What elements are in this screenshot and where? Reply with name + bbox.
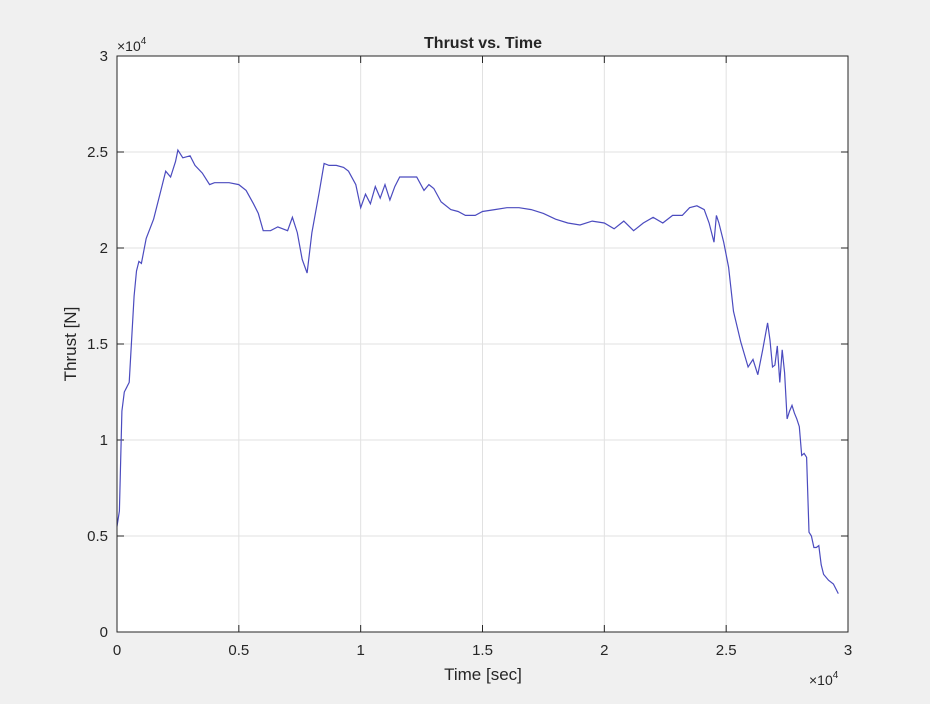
x-tick-label: 2	[600, 642, 608, 659]
x-exponent-base: ×10	[809, 672, 833, 688]
x-axis-label: Time [sec]	[444, 665, 522, 684]
x-exponent-power: 4	[833, 670, 839, 681]
y-exponent-power: 4	[141, 36, 147, 47]
x-tick-label: 1	[356, 642, 364, 659]
y-axis-exponent: ×104	[117, 36, 147, 54]
y-tick-labels: 0 0.5 1 1.5 2 2.5 3	[87, 48, 108, 641]
x-tick-label: 1.5	[472, 642, 493, 659]
x-tick-label: 0	[113, 642, 121, 659]
y-tick-label: 3	[100, 48, 108, 65]
axes-box	[116, 55, 849, 633]
x-tick-label: 3	[844, 642, 852, 659]
y-tick-label: 0.5	[87, 528, 108, 545]
x-tick-label: 2.5	[716, 642, 737, 659]
y-tick-label: 1.5	[87, 336, 108, 353]
y-tick-label: 2.5	[87, 144, 108, 161]
x-tick-labels: 0 0.5 1 1.5 2 2.5 3	[113, 642, 852, 659]
chart-title: Thrust vs. Time	[424, 35, 542, 52]
y-exponent-base: ×10	[117, 38, 141, 54]
y-axis-label: Thrust [N]	[61, 307, 80, 382]
thrust-series-line	[116, 148, 839, 594]
x-tick-label: 0.5	[228, 642, 249, 659]
y-tick-label: 2	[100, 240, 108, 257]
x-axis-exponent: ×104	[809, 670, 839, 688]
y-tick-label: 1	[100, 432, 108, 449]
y-tick-label: 0	[100, 624, 108, 641]
